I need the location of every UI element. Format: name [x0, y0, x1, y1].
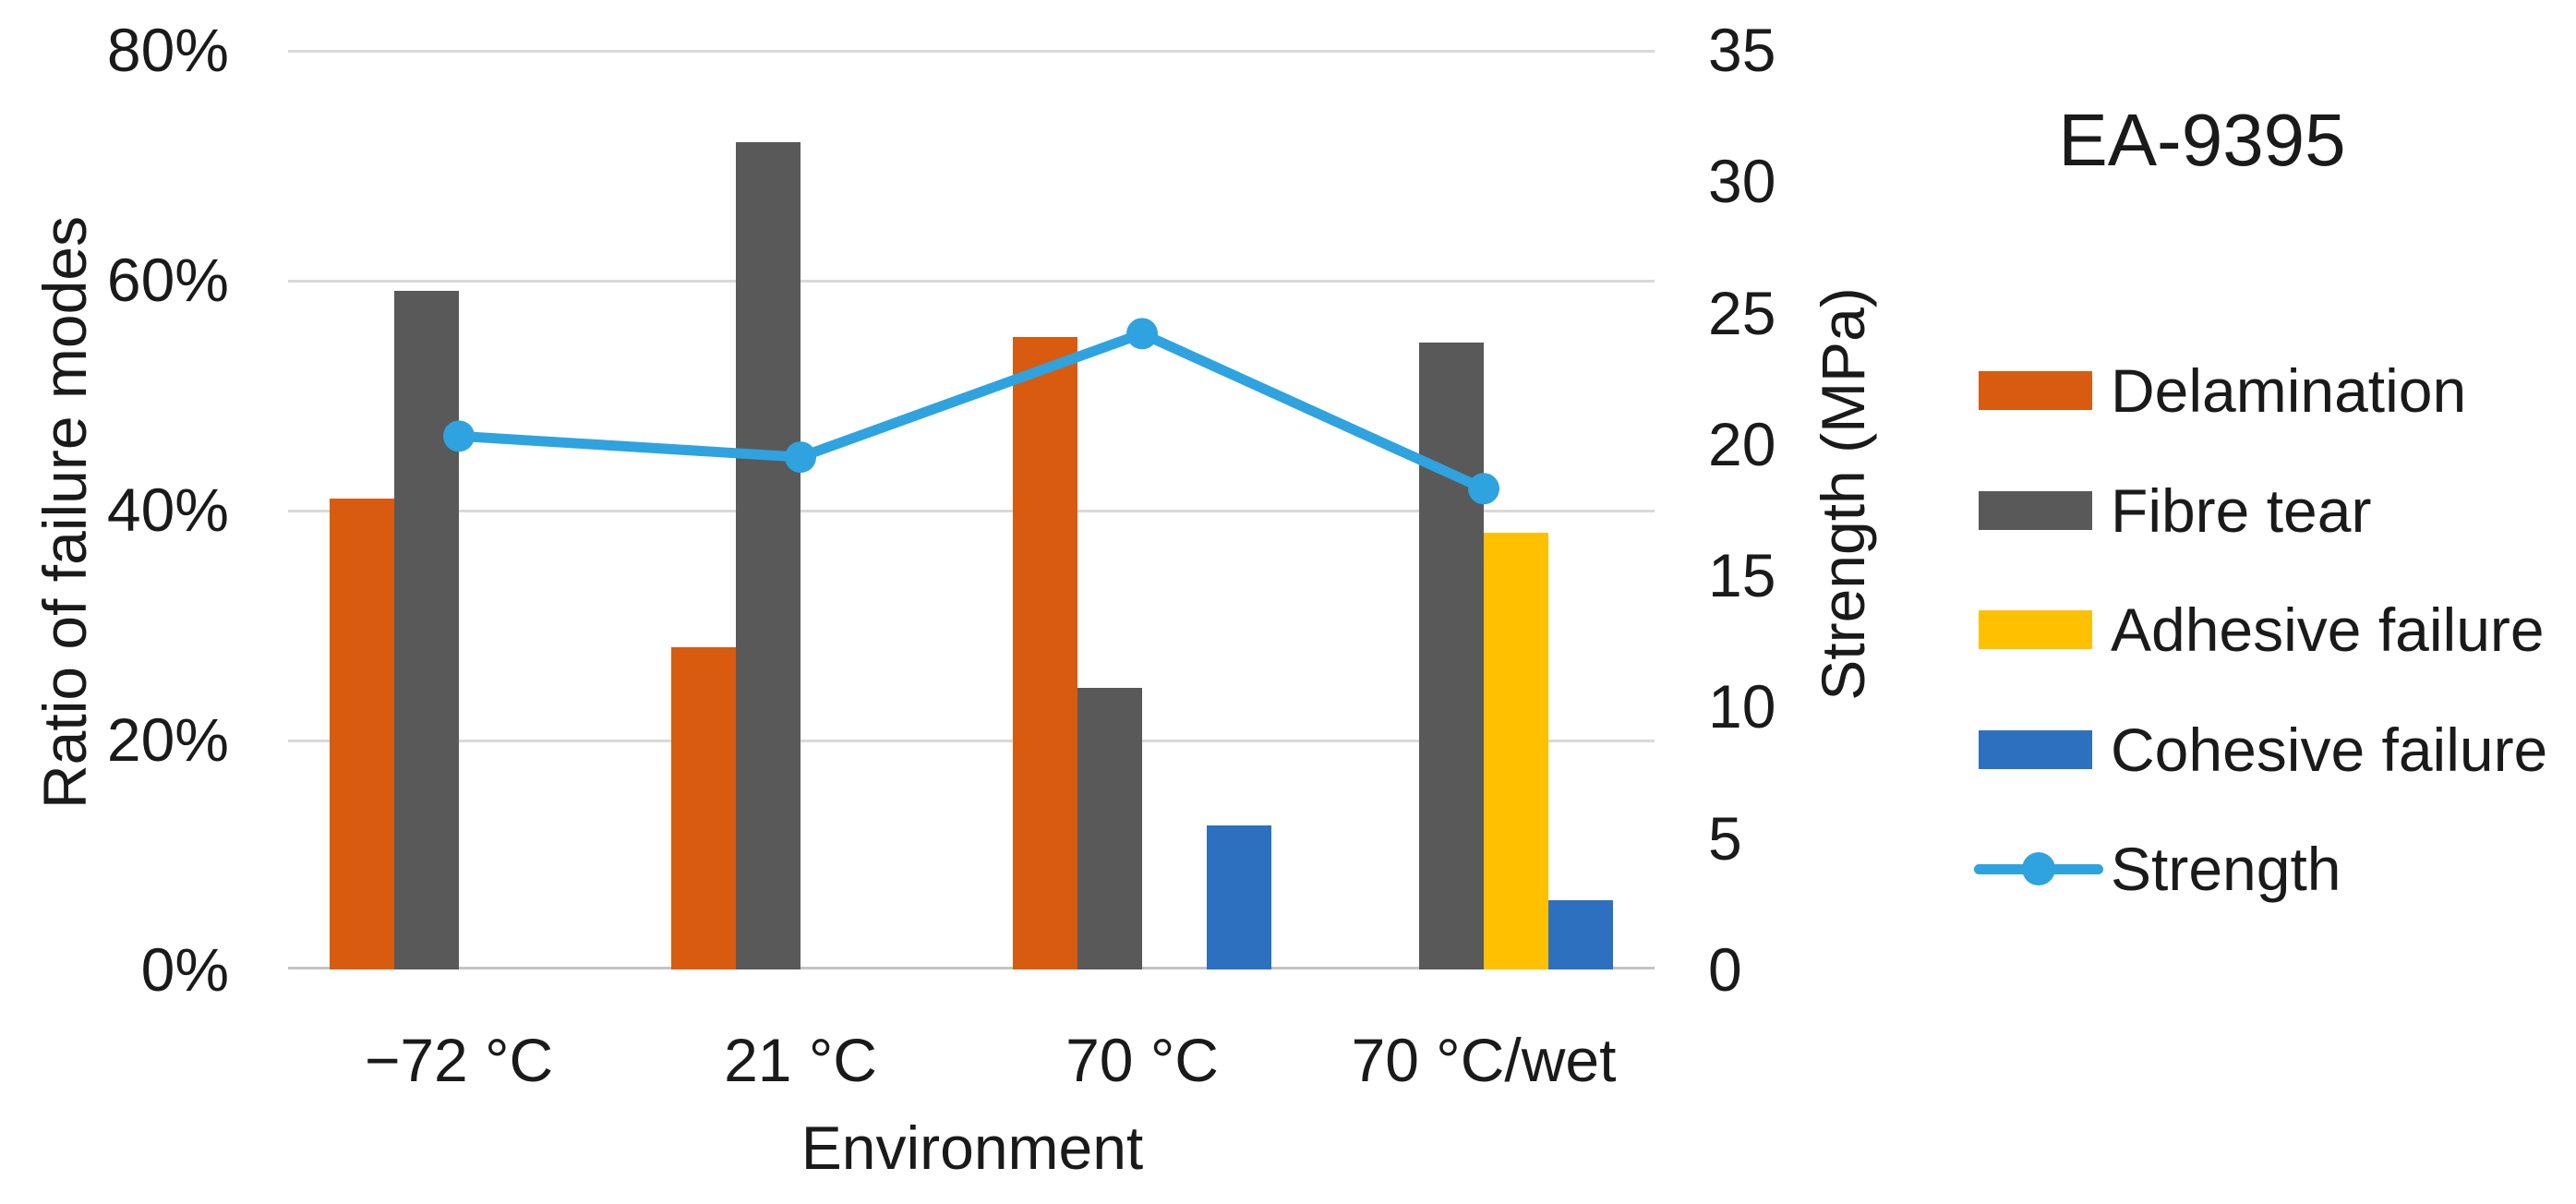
bar-fibre-tear-70-c [1077, 687, 1142, 969]
legend-label-fibre-tear: Fibre tear [2111, 476, 2372, 545]
gridline [288, 510, 1655, 512]
x-axis-baseline [288, 967, 1655, 969]
x-axis-tick-label: 21 °C [724, 1026, 877, 1094]
strength-marker-21-c [785, 441, 816, 474]
legend-label-cohesive-failure: Cohesive failure [2111, 715, 2548, 784]
bar-delamination-70-c [1013, 337, 1077, 969]
bar-fibre-tear-21-c [736, 141, 800, 969]
bar-delamination--72-c [330, 498, 394, 969]
legend-strength-marker-sample [2022, 852, 2055, 885]
right-axis-tick-label: 35 [1708, 16, 1776, 84]
strength-line [458, 328, 1487, 494]
legend-swatch-cohesive-failure [1979, 729, 2092, 769]
bar-delamination-21-c [671, 647, 736, 969]
right-axis-tick-label: 30 [1708, 147, 1776, 216]
legend-label-adhesive-failure: Adhesive failure [2111, 596, 2545, 664]
x-axis-title: Environment [800, 1114, 1144, 1182]
strength-marker--72-c [443, 420, 475, 452]
x-axis-tick-label: 70 °C [1065, 1026, 1219, 1094]
gridline [288, 740, 1655, 742]
bar-fibre-tear--72-c [394, 291, 459, 969]
legend-swatch-fibre-tear [1979, 490, 2092, 530]
left-axis-tick-label: 80% [106, 16, 229, 84]
right-axis-tick-label: 25 [1708, 278, 1776, 347]
left-axis-tick-label: 40% [106, 476, 229, 544]
right-axis-tick-label: 20 [1708, 409, 1776, 478]
chart-title: EA-9395 [2058, 99, 2346, 181]
x-axis-tick-label: 70 °C/wet [1351, 1026, 1617, 1094]
strength-marker-70-c [1126, 318, 1158, 350]
gridline [288, 50, 1655, 53]
bar-fibre-tear-70-c-wet [1419, 343, 1484, 969]
plot-area [288, 50, 1655, 969]
right-axis-tick-label: 10 [1708, 672, 1776, 741]
right-axis-title: Strength (MPa) [1809, 287, 1877, 701]
legend-label-strength: Strength [2111, 835, 2341, 903]
bar-cohesive-failure-70-c-wet [1548, 900, 1613, 969]
x-axis-tick-label: −72 °C [364, 1026, 554, 1094]
left-axis-tick-label: 60% [106, 246, 229, 314]
right-axis-tick-label: 15 [1708, 541, 1776, 610]
right-axis-tick-label: 0 [1708, 935, 1742, 1004]
right-axis-tick-label: 5 [1708, 803, 1742, 873]
left-axis-tick-label: 0% [140, 935, 229, 1004]
legend-label-delamination: Delamination [2111, 356, 2467, 425]
gridline [288, 280, 1655, 283]
bar-adhesive-failure-70-c-wet [1484, 532, 1548, 969]
legend-swatch-delamination [1979, 371, 2092, 410]
strength-line-chart [443, 318, 1499, 505]
strength-marker-70-c-wet [1468, 473, 1499, 505]
legend-swatch-adhesive-failure [1979, 610, 2092, 649]
left-axis-tick-label: 20% [106, 705, 229, 774]
bar-cohesive-failure-70-c [1207, 825, 1271, 969]
